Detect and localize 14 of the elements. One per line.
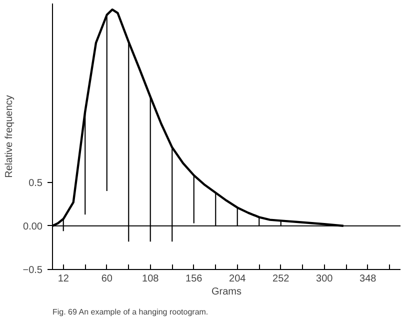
y-tick-label: −0.5 xyxy=(22,265,43,276)
x-tick-label: 252 xyxy=(272,274,290,284)
x-tick-label: 108 xyxy=(142,274,160,284)
x-tick-label: 60 xyxy=(101,274,113,284)
x-tick-label: 204 xyxy=(229,274,246,284)
x-tick-label: 156 xyxy=(186,274,203,284)
y-tick-label: 0.5 xyxy=(28,178,43,189)
y-axis-title: Relative frequency xyxy=(4,95,15,178)
caption: Fig. 69 An example of a hanging rootogram. xyxy=(52,308,208,316)
x-tick-label: 348 xyxy=(360,274,377,284)
x-tick-label: 300 xyxy=(316,274,334,284)
y-tick-label: 0.00 xyxy=(23,221,43,232)
x-tick-label: 12 xyxy=(58,274,70,284)
x-axis-title: Grams xyxy=(212,286,242,298)
